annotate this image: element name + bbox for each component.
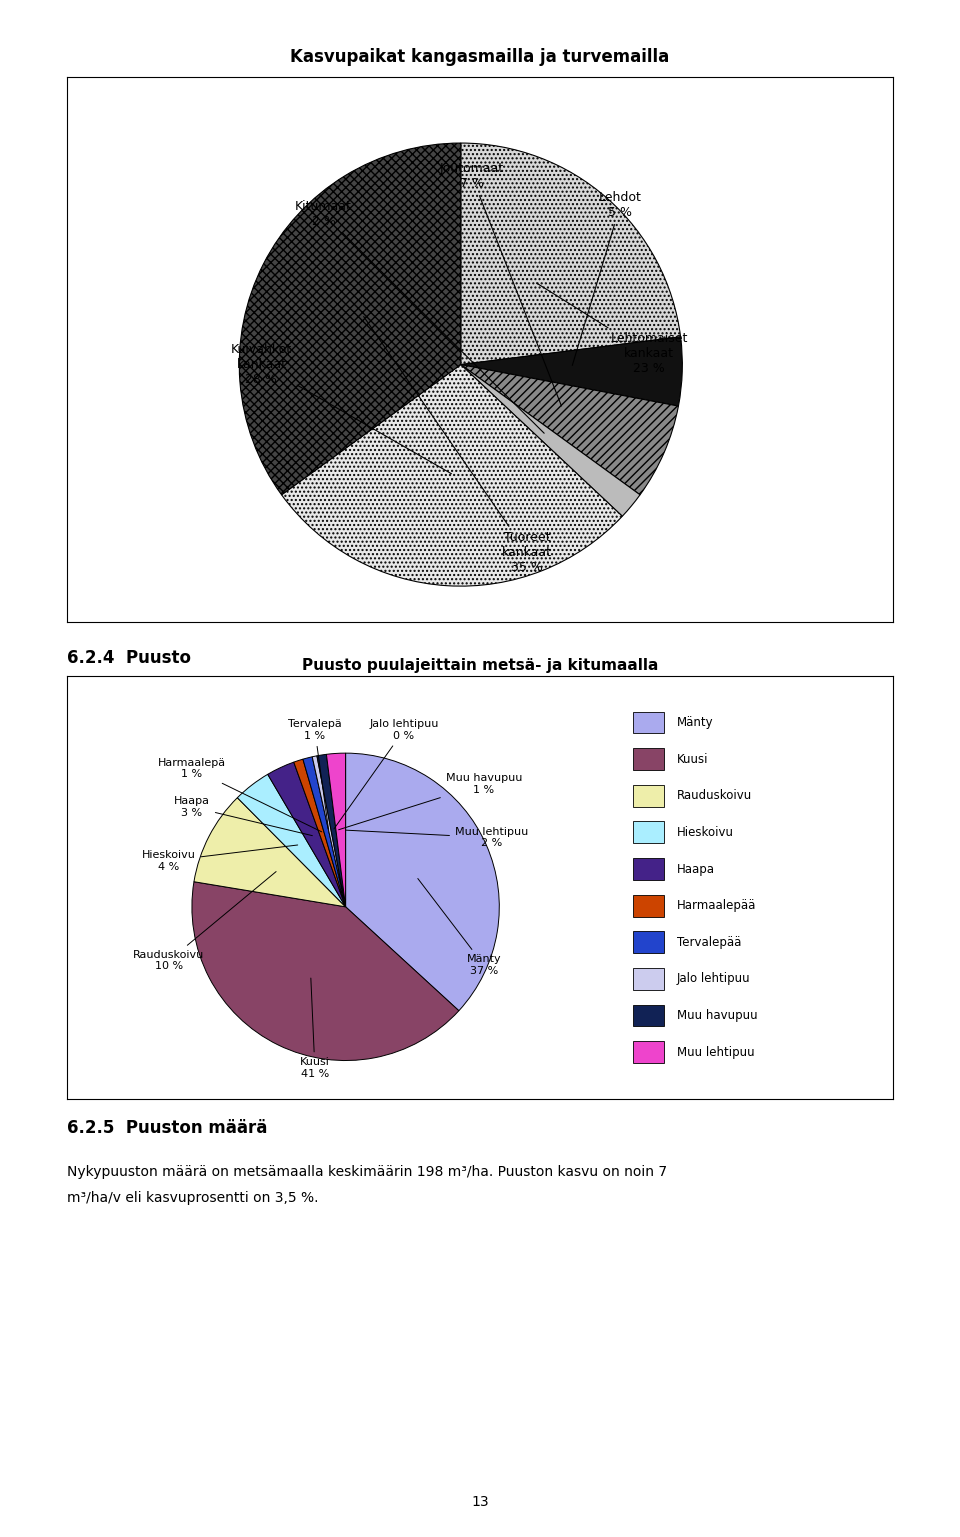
- Text: Tervalepä
1 %: Tervalepä 1 %: [288, 719, 342, 828]
- Bar: [633, 858, 663, 879]
- Text: 6.2.4  Puusto: 6.2.4 Puusto: [67, 649, 191, 667]
- Bar: [633, 712, 663, 733]
- Wedge shape: [461, 143, 681, 364]
- Wedge shape: [281, 364, 622, 586]
- Bar: [633, 931, 663, 953]
- Wedge shape: [326, 753, 346, 907]
- Wedge shape: [461, 364, 640, 516]
- Text: Joutomaat
7 %: Joutomaat 7 %: [440, 163, 562, 406]
- Wedge shape: [346, 753, 499, 1011]
- Text: Hieskoivu: Hieskoivu: [677, 825, 733, 839]
- Text: Puusto puulajeittain metsä- ja kitumaalla: Puusto puulajeittain metsä- ja kitumaall…: [301, 658, 659, 673]
- Text: Lehdot
5 %: Lehdot 5 %: [572, 191, 641, 366]
- Wedge shape: [239, 143, 461, 495]
- Text: Haapa
3 %: Haapa 3 %: [174, 796, 312, 836]
- Text: Muu havupuu
1 %: Muu havupuu 1 %: [339, 773, 522, 830]
- Text: Muu lehtipuu
2 %: Muu lehtipuu 2 %: [346, 827, 528, 848]
- Wedge shape: [268, 762, 346, 907]
- Wedge shape: [312, 756, 346, 907]
- Text: Nykypuuston määrä on metsämaalla keskimäärin 198 m³/ha. Puuston kasvu on noin 7: Nykypuuston määrä on metsämaalla keskimä…: [67, 1165, 667, 1179]
- Text: Harmaalepää: Harmaalepää: [677, 899, 756, 911]
- Text: Rauduskoivu
10 %: Rauduskoivu 10 %: [133, 871, 276, 971]
- Wedge shape: [237, 775, 346, 907]
- Bar: [633, 785, 663, 807]
- Wedge shape: [461, 337, 683, 406]
- Text: Jalo lehtipuu: Jalo lehtipuu: [677, 973, 750, 985]
- Text: 13: 13: [471, 1496, 489, 1509]
- Text: Rauduskoivu: Rauduskoivu: [677, 788, 752, 802]
- Text: Kitumaat
2 %: Kitumaat 2 %: [295, 200, 544, 433]
- Bar: [633, 821, 663, 844]
- Text: Jalo lehtipuu
0 %: Jalo lehtipuu 0 %: [334, 719, 439, 828]
- Wedge shape: [294, 759, 346, 907]
- Bar: [633, 895, 663, 916]
- Wedge shape: [317, 755, 346, 907]
- Text: Lehtomaiset
kankaat
23 %: Lehtomaiset kankaat 23 %: [537, 283, 687, 375]
- Text: Mänty
37 %: Mänty 37 %: [418, 879, 501, 976]
- Text: 6.2.5  Puuston määrä: 6.2.5 Puuston määrä: [67, 1119, 268, 1137]
- Text: Kasvupaikat kangasmailla ja turvemailla: Kasvupaikat kangasmailla ja turvemailla: [290, 48, 670, 66]
- Text: Hieskoivu
4 %: Hieskoivu 4 %: [142, 845, 298, 871]
- Wedge shape: [192, 882, 459, 1061]
- Wedge shape: [303, 756, 346, 907]
- Bar: [633, 968, 663, 990]
- Text: Tervalepää: Tervalepää: [677, 936, 741, 948]
- Bar: [633, 1005, 663, 1027]
- Text: Kuusi
41 %: Kuusi 41 %: [300, 978, 330, 1079]
- Bar: [633, 1041, 663, 1064]
- Wedge shape: [461, 364, 679, 495]
- Text: m³/ha/v eli kasvuprosentti on 3,5 %.: m³/ha/v eli kasvuprosentti on 3,5 %.: [67, 1191, 319, 1205]
- Text: Kuivahkot
kankaat
28 %: Kuivahkot kankaat 28 %: [230, 343, 451, 473]
- Text: Muu havupuu: Muu havupuu: [677, 1010, 757, 1022]
- Text: Kuusi: Kuusi: [677, 753, 708, 765]
- Text: Tuoreet
kankaat
35 %: Tuoreet kankaat 35 %: [364, 317, 552, 575]
- Text: Harmaalepä
1 %: Harmaalepä 1 %: [157, 758, 322, 832]
- Text: Haapa: Haapa: [677, 862, 714, 876]
- Wedge shape: [194, 798, 346, 907]
- Bar: [633, 749, 663, 770]
- Text: Mänty: Mänty: [677, 716, 713, 729]
- Text: Muu lehtipuu: Muu lehtipuu: [677, 1045, 755, 1059]
